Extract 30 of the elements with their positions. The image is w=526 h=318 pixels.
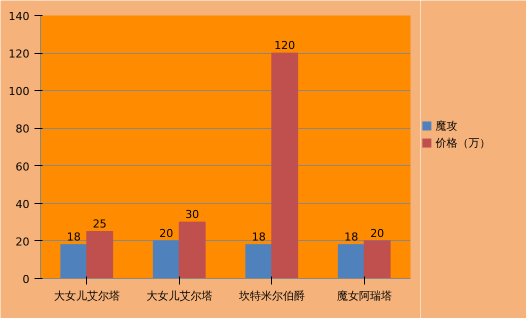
data-label: 120 <box>274 39 296 52</box>
bar <box>271 52 298 278</box>
data-label: 18 <box>344 230 358 244</box>
y-tick-label: 0 <box>22 273 30 286</box>
y-tick-label: 140 <box>8 10 30 23</box>
y-tick-label: 40 <box>16 198 30 211</box>
x-tick-label: 魔女阿瑞塔 <box>336 290 392 302</box>
x-tick-label: 坎特米尔伯爵 <box>238 290 305 302</box>
bar <box>86 231 114 278</box>
y-tick-label: 60 <box>16 160 30 174</box>
data-label: 18 <box>252 230 266 244</box>
bar <box>245 244 272 278</box>
bar <box>152 240 180 278</box>
data-label: 30 <box>185 208 200 222</box>
y-tick-label: 100 <box>8 85 30 98</box>
y-tick-label: 20 <box>16 235 30 248</box>
legend-label: 价格（万） <box>434 136 490 150</box>
legend-label: 魔攻 <box>435 119 458 132</box>
data-label: 20 <box>159 226 174 240</box>
bar <box>60 244 88 278</box>
data-label: 20 <box>370 226 384 240</box>
bar <box>178 222 206 278</box>
y-tick-label: 80 <box>16 122 30 136</box>
bar <box>364 240 391 278</box>
data-label: 25 <box>92 218 107 231</box>
bar <box>338 244 365 278</box>
y-tick-label: 120 <box>8 48 30 61</box>
data-label: 18 <box>66 230 81 244</box>
x-tick-label: 大女儿艾尔塔 <box>146 290 212 302</box>
x-tick-label: 大女儿艾尔塔 <box>54 290 120 302</box>
